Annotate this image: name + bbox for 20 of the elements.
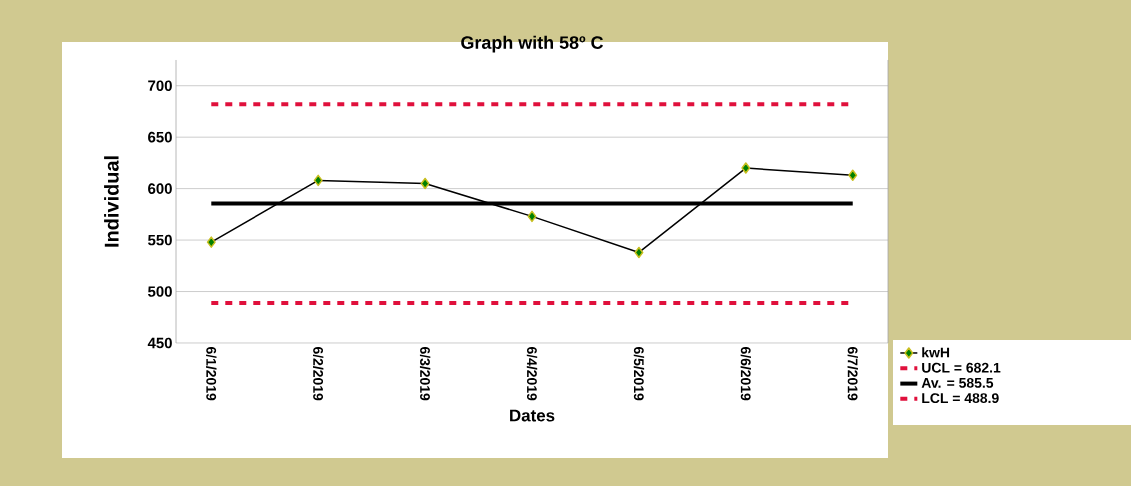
chart-title: Graph with 58º C	[461, 35, 604, 53]
x-tick-label: 6/7/2019	[847, 347, 858, 401]
legend-label: kwH	[922, 347, 950, 358]
x-axis-title: Dates	[510, 409, 555, 422]
y-tick-label: 500	[148, 286, 172, 297]
legend-label: Av. = 585.5	[921, 377, 994, 388]
x-tick-label: 6/6/2019	[740, 347, 752, 401]
x-tick-label: 6/1/2019	[206, 347, 217, 401]
y-tick-label: 650	[148, 131, 172, 143]
x-tick-label: 6/5/2019	[633, 347, 645, 401]
y-tick-label: 600	[148, 183, 172, 194]
legend-label: LCL = 488.9	[922, 393, 999, 404]
y-tick-label: 450	[147, 337, 172, 349]
x-tick-label: 6/4/2019	[526, 347, 538, 401]
y-tick-label: 550	[148, 234, 172, 246]
x-tick-label: 6/3/2019	[419, 347, 431, 401]
y-tick-label: 700	[148, 80, 172, 91]
x-tick-label: 6/2/2019	[313, 347, 324, 401]
y-axis-title: Individual	[104, 156, 119, 247]
legend-label: UCL = 682.1	[922, 362, 1001, 373]
